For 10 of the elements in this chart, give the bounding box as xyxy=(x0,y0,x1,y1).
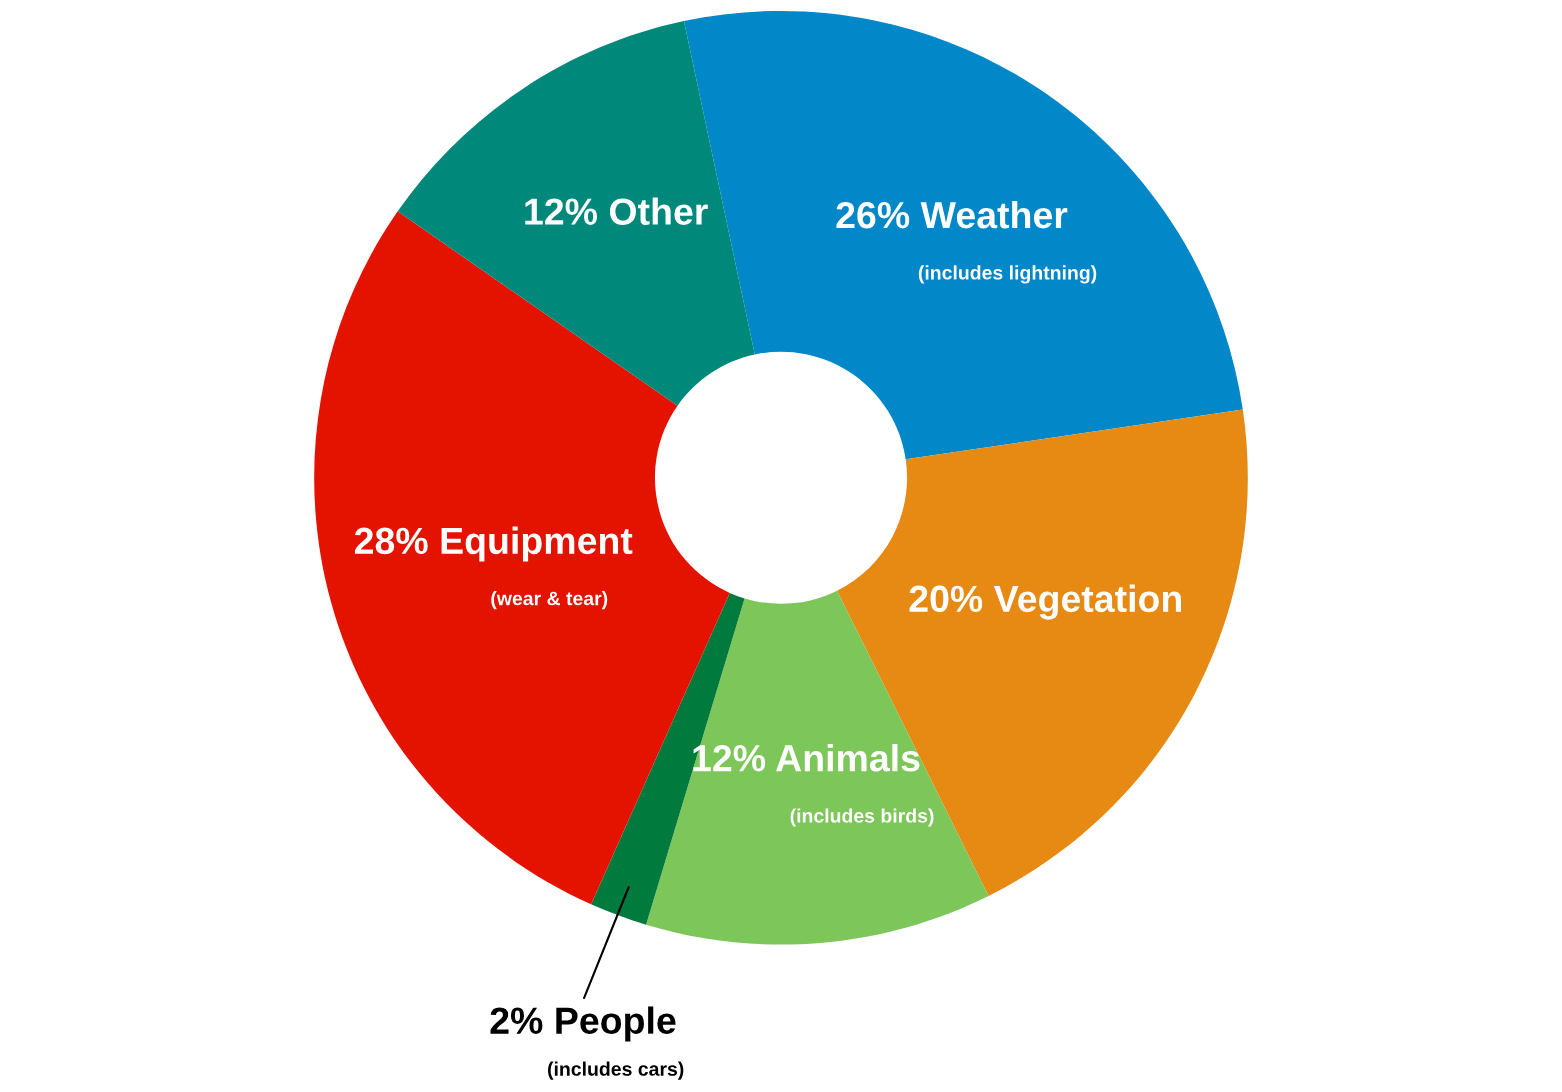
donut-slice xyxy=(397,21,755,406)
slice-label: 12% Other xyxy=(525,197,708,225)
text: (includes cars) xyxy=(548,1061,684,1080)
slice-label: 2% People xyxy=(490,1006,676,1042)
text: (includes lightning) xyxy=(918,265,1097,284)
text: (includes birds) xyxy=(790,808,934,827)
slice-label: 20% Vegetation xyxy=(909,584,1182,620)
slice-label: 28% Equipment xyxy=(354,526,633,562)
text: (wear & tear) xyxy=(491,591,608,610)
slice-label: 26% Weather xyxy=(836,200,1068,229)
